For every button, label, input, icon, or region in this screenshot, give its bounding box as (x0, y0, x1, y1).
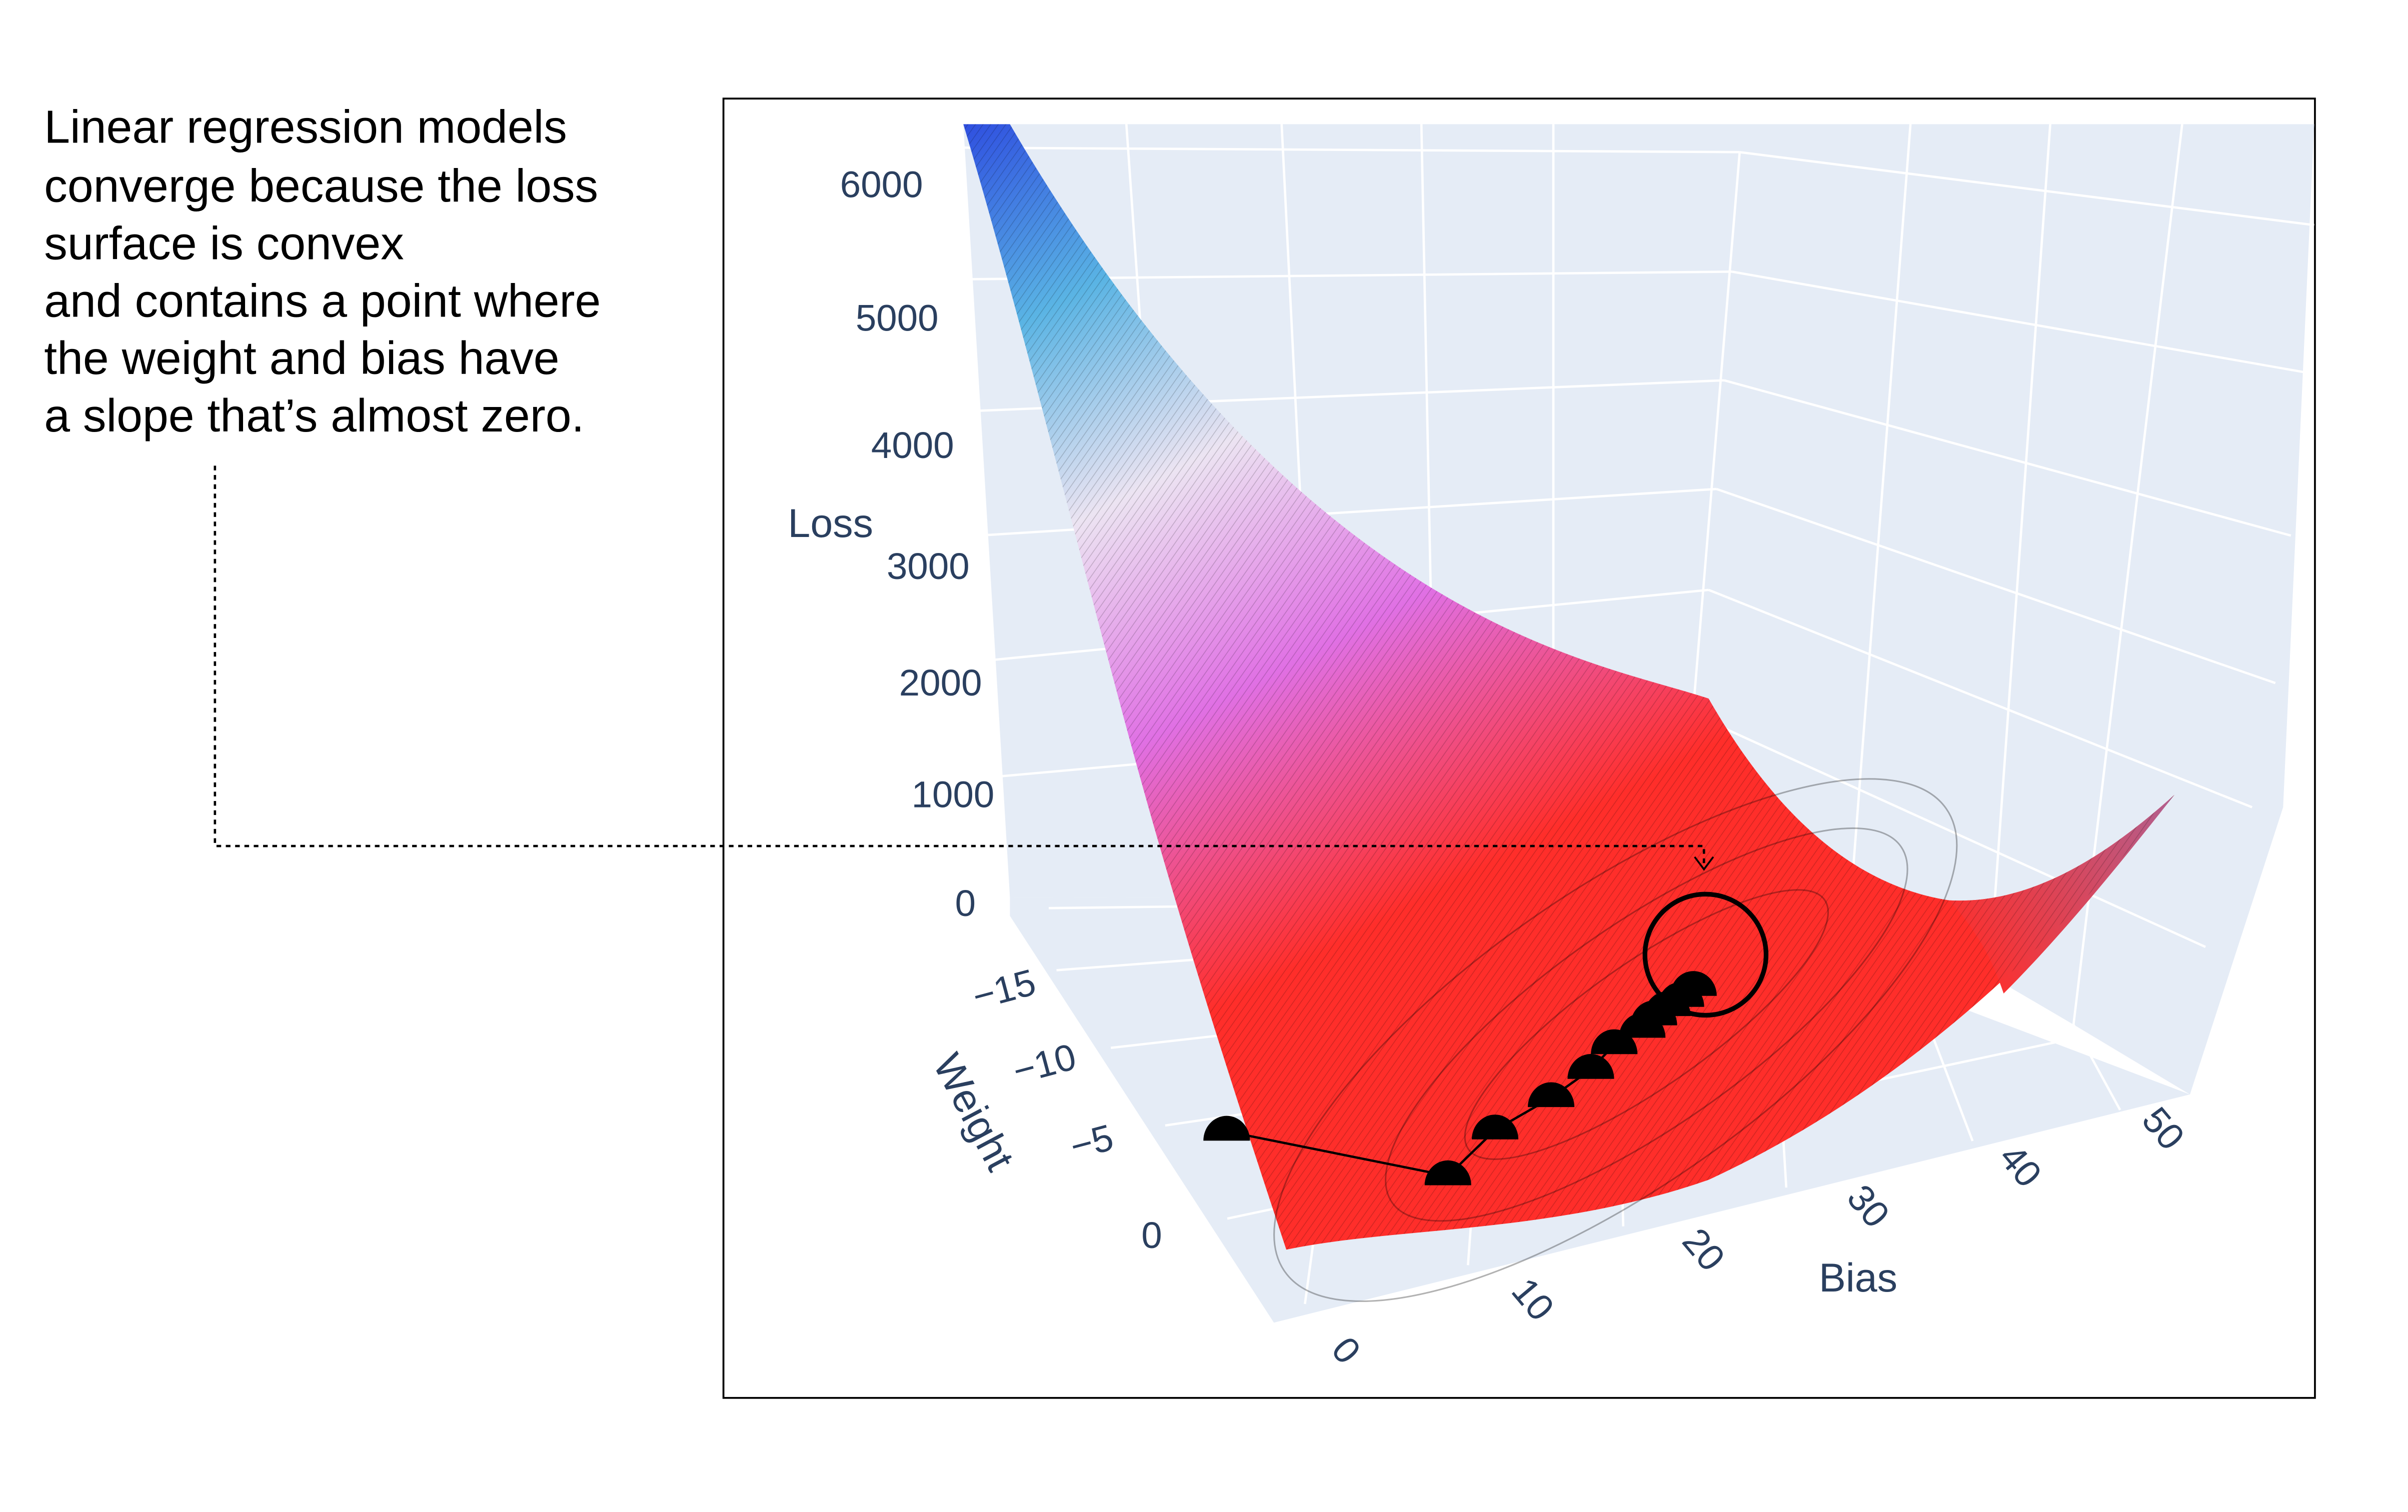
descent-step-marker (1670, 971, 1717, 996)
annotation-line: and contains a point where (44, 274, 601, 326)
loss-tick: 0 (955, 882, 976, 924)
loss-axis-label: Loss (788, 501, 873, 546)
descent-step-marker (1567, 1054, 1614, 1079)
loss-tick: 1000 (912, 774, 995, 815)
descent-step-marker (1424, 1160, 1471, 1186)
annotation-line: Linear regression models (44, 101, 567, 153)
loss-tick: 4000 (871, 424, 954, 466)
loss-tick: 2000 (899, 662, 982, 704)
weight-tick: 0 (1141, 1214, 1162, 1256)
minimum-highlight-circle (1642, 892, 1769, 1018)
descent-step-marker (1471, 1114, 1519, 1140)
arrow-down-icon (1694, 856, 1714, 871)
loss-tick: 6000 (840, 164, 923, 205)
annotation-line: a slope that’s almost zero. (44, 390, 584, 442)
bias-axis-label: Bias (1819, 1256, 1897, 1300)
surface-mesh-lines (963, 124, 2174, 1250)
descent-step-marker (1203, 1116, 1250, 1141)
loss-tick: 3000 (887, 546, 970, 587)
annotation-line: converge because the loss (44, 160, 598, 212)
descent-step-marker (1527, 1082, 1575, 1108)
loss-tick: 5000 (856, 297, 939, 338)
loss-axis: 6000 5000 4000 3000 2000 1000 0 Loss (788, 164, 994, 924)
annotation-line: the weight and bias have (44, 332, 559, 384)
annotation-text: Linear regression models converge becaus… (44, 101, 601, 442)
contour-lines (1273, 778, 1958, 1302)
callout-connector (214, 466, 1769, 1018)
annotation-line: surface is convex (44, 217, 404, 269)
